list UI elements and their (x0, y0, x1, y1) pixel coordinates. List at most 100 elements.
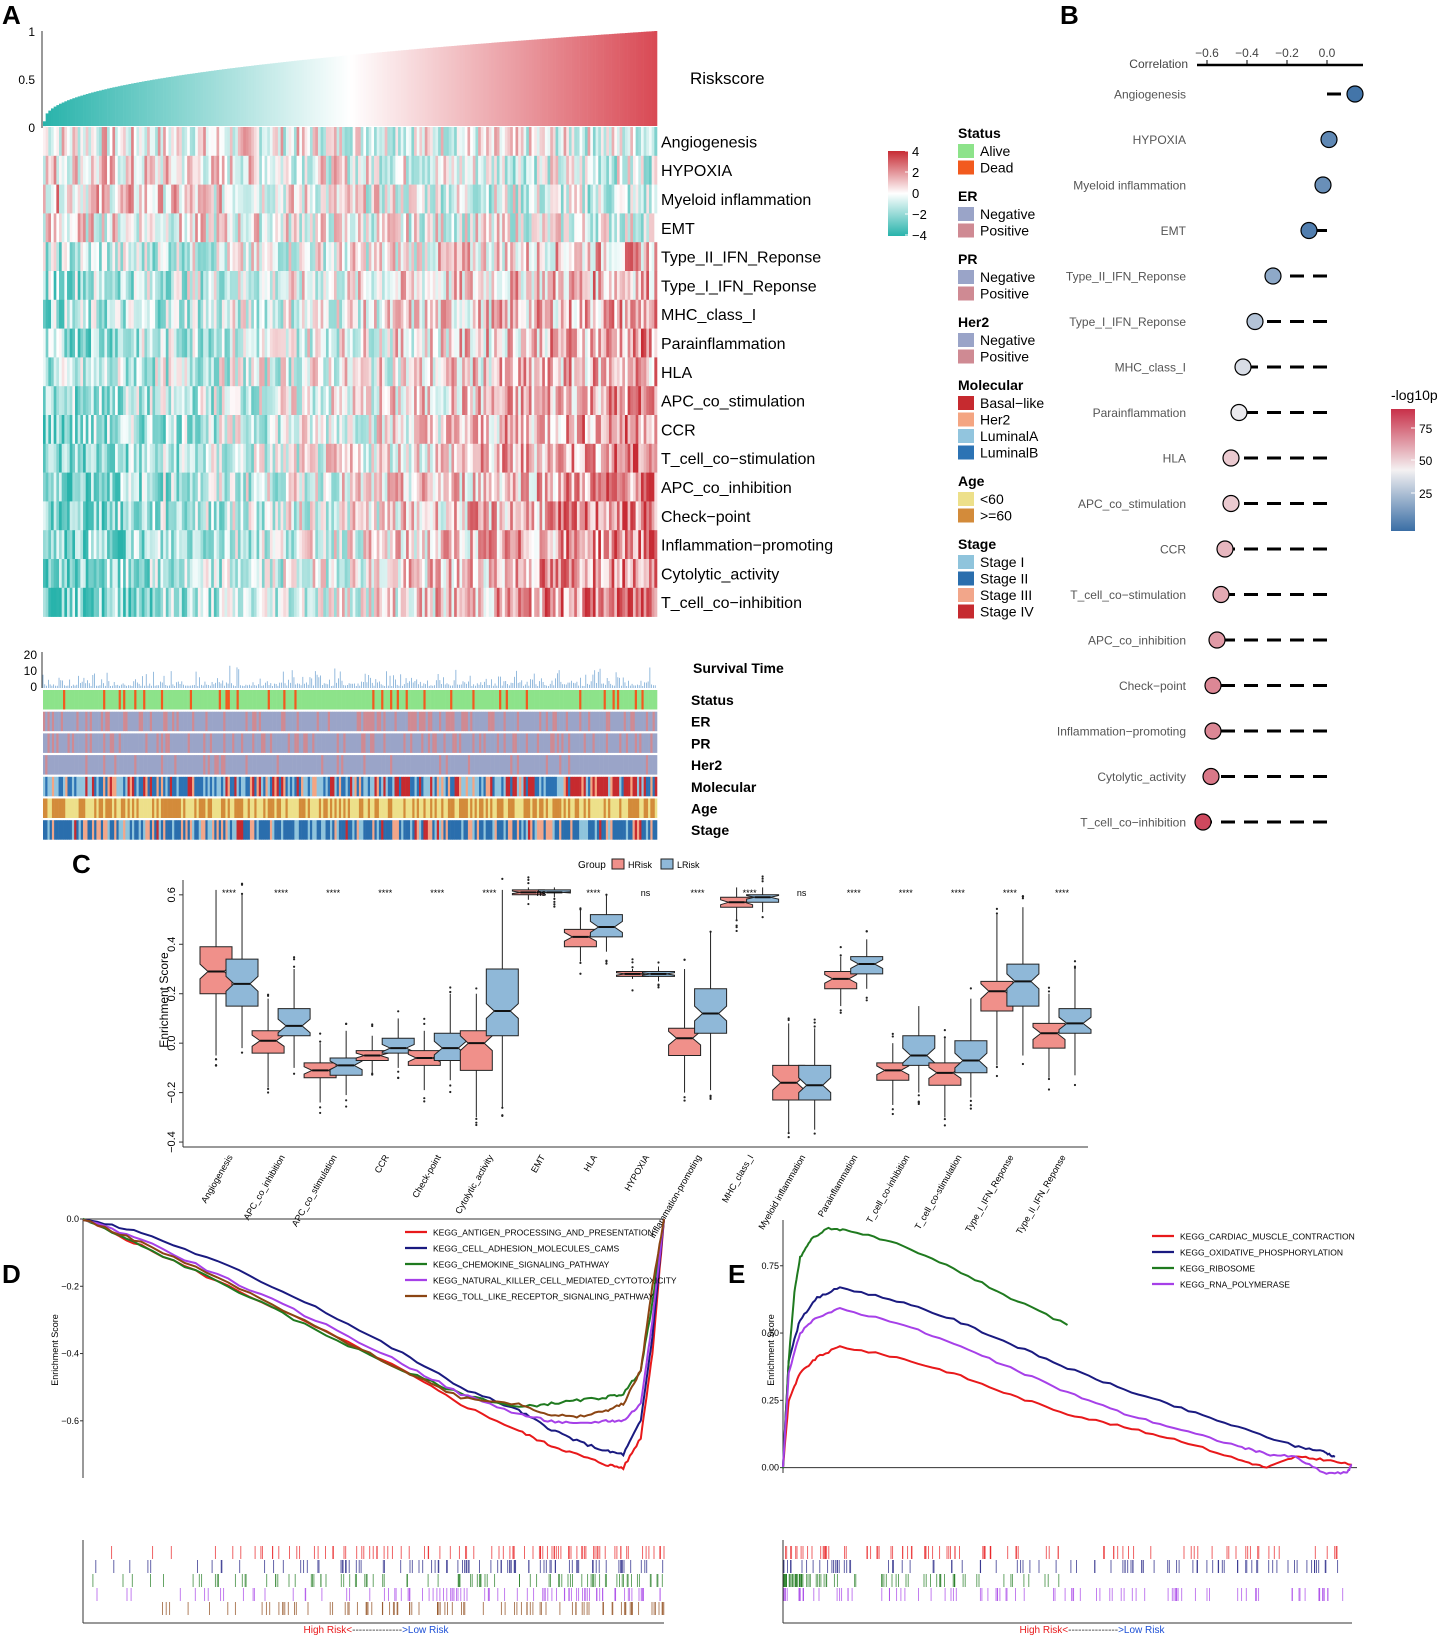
heatmap-cell (237, 127, 241, 157)
heatmap-cell (85, 415, 89, 445)
heatmap-cell (312, 587, 316, 617)
heatmap-cell (387, 386, 391, 416)
annotation-cell (614, 690, 618, 710)
annotation-cell (205, 690, 208, 710)
heatmap-cell (216, 501, 220, 531)
heatmap-cell (173, 184, 177, 214)
heatmap-cell (219, 559, 223, 589)
heatmap-cell (171, 242, 175, 272)
heatmap-cell (523, 328, 527, 358)
heatmap-cell (168, 184, 172, 214)
heatmap-cell (347, 415, 351, 445)
heatmap-cell (408, 213, 412, 243)
heatmap-cell (53, 299, 57, 329)
heatmap-cell (152, 530, 156, 560)
heatmap-cell (584, 242, 588, 272)
riskscore-bar (208, 71, 212, 126)
heatmap-cell (534, 271, 538, 301)
heatmap-cell (293, 155, 297, 185)
annotation-cell (165, 711, 168, 732)
annotation-cell (318, 711, 322, 732)
heatmap-cell (555, 559, 559, 589)
heatmap-cell (323, 472, 327, 502)
heatmap-cell (486, 530, 490, 560)
heatmap-cell (558, 587, 562, 617)
heatmap-cell (325, 184, 329, 214)
heatmap-cell (192, 559, 196, 589)
heatmap-cell (139, 559, 143, 589)
heatmap-cell (83, 443, 87, 473)
heatmap-cell (523, 184, 527, 214)
heatmap-cell (355, 472, 359, 502)
heatmap-cell (414, 184, 418, 214)
heatmap-cell (534, 443, 538, 473)
heatmap-cell (339, 328, 343, 358)
annotation-cell (89, 690, 93, 710)
heatmap-cell (43, 443, 46, 473)
riskscore-bar (363, 53, 367, 126)
annotation-cell (203, 690, 206, 710)
annotation-cell (212, 690, 215, 710)
heatmap-cell (560, 127, 564, 157)
heatmap-cell (141, 559, 145, 589)
heatmap-cell (232, 127, 236, 157)
heatmap-cell (496, 271, 500, 301)
heatmap-cell (456, 357, 460, 387)
heatmap-cell (213, 299, 217, 329)
heatmap-cell (323, 213, 327, 243)
heatmap-cell (195, 299, 199, 329)
heatmap-cell (547, 299, 551, 329)
heatmap-cell (155, 242, 159, 272)
heatmap-cell (408, 386, 412, 416)
heatmap-cell (411, 587, 415, 617)
heatmap-cell (438, 443, 442, 473)
annotation-cell (421, 711, 424, 732)
riskscore-bar (432, 47, 436, 126)
heatmap-cell (544, 184, 548, 214)
heatmap-cell (515, 357, 519, 387)
heatmap-cell (579, 530, 583, 560)
heatmap-cell (352, 213, 356, 243)
heatmap-cell (523, 443, 527, 473)
heatmap-cell (574, 328, 578, 358)
heatmap-cell (216, 530, 220, 560)
annotation-cell (274, 711, 277, 732)
heatmap-cell (363, 271, 367, 301)
heatmap-cell (213, 559, 217, 589)
heatmap-cell (173, 587, 177, 617)
heatmap-cell (179, 127, 183, 157)
heatmap-cell (291, 443, 295, 473)
annotation-cell (196, 711, 200, 732)
heatmap-cell (163, 213, 167, 243)
heatmap-cell (304, 530, 308, 560)
heatmap-cell (654, 271, 658, 301)
heatmap-cell (195, 328, 199, 358)
heatmap-cell (512, 357, 516, 387)
heatmap-cell (651, 530, 655, 560)
heatmap-cell (344, 386, 348, 416)
annotation-cell (485, 690, 489, 710)
heatmap-cell (632, 213, 636, 243)
heatmap-cell (358, 184, 361, 214)
annotation-cell (120, 690, 124, 710)
heatmap-cell (496, 559, 500, 589)
heatmap-cell (296, 559, 300, 589)
heatmap-cell (80, 357, 84, 387)
heatmap-cell (491, 271, 495, 301)
heatmap-cell (424, 443, 428, 473)
heatmap-cell (584, 415, 588, 445)
annotation-cell (378, 711, 382, 732)
heatmap-cell (93, 415, 97, 445)
heatmap-cell (395, 559, 399, 589)
heatmap-cell (56, 213, 60, 243)
heatmap-cell (616, 242, 620, 272)
heatmap-cell (59, 357, 62, 387)
heatmap-cell (368, 328, 372, 358)
heatmap-cell (83, 386, 87, 416)
heatmap-cell (237, 213, 241, 243)
annotation-cell (54, 690, 57, 710)
heatmap-cell (518, 299, 522, 329)
heatmap-cell (83, 559, 87, 589)
heatmap-cell (635, 271, 639, 301)
heatmap-cell (139, 530, 143, 560)
